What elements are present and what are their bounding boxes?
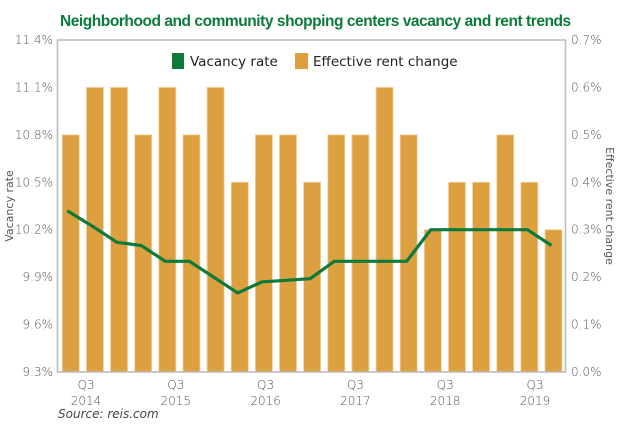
rent-change-bar [158, 87, 177, 373]
rent-change-bar [472, 181, 490, 373]
rent-change-bar [254, 134, 273, 373]
rent-change-bar [448, 181, 466, 373]
x-axis-tick-year: 2017 [340, 394, 371, 408]
right-axis-tick-label: 0.0% [571, 365, 602, 379]
left-axis-tick-label: 9.9% [23, 270, 54, 284]
legend: Vacancy rate Effective rent change [172, 53, 458, 70]
rent-change-bar [279, 134, 297, 373]
right-axis-tick-label: 0.3% [571, 223, 602, 237]
legend-swatch-effective-rent-change [295, 53, 308, 69]
x-axis-tick-quarter: Q3 [437, 378, 454, 392]
left-axis-tick-label: 11.1% [15, 80, 53, 94]
right-axis-tick-label: 0.2% [571, 270, 602, 284]
rent-change-bar [327, 134, 346, 373]
left-axis-tick-label: 11.4% [15, 33, 53, 47]
x-axis-tick-year: 2019 [520, 394, 551, 408]
left-axis-tick-label: 9.6% [23, 318, 54, 332]
rent-change-bar [61, 134, 80, 373]
left-axis-title: Vacancy rate [3, 170, 16, 242]
rent-change-bar [134, 134, 153, 373]
legend-swatch-vacancy-rate [172, 53, 184, 69]
chart-title: Neighborhood and community shopping cent… [60, 13, 571, 30]
x-axis-tick-quarter: Q3 [526, 378, 543, 392]
x-axis-tick-quarter: Q3 [257, 378, 274, 392]
left-axis-tick-label: 10.5% [15, 175, 53, 189]
left-axis-ticks: 11.4% 11.1% 10.8% 10.5% 10.2% 9.9% 9.6% 9.3% [15, 33, 53, 379]
x-axis-tick-quarter: Q3 [77, 378, 94, 392]
x-axis-tick-quarter: Q3 [167, 378, 184, 392]
rent-change-bar [230, 181, 249, 373]
legend-label-vacancy-rate: Vacancy rate [190, 54, 278, 70]
rent-change-bar [544, 229, 563, 373]
rent-change-bar [375, 87, 394, 373]
rent-change-bars [61, 87, 563, 373]
x-axis-tick-year: 2015 [161, 394, 192, 408]
plot-frame [56, 39, 567, 373]
source-note: Source: reis.com [58, 407, 159, 421]
rent-change-bar [110, 87, 128, 373]
rent-change-bar [206, 87, 225, 373]
right-axis-title: Effective rent change [603, 147, 616, 265]
right-axis-tick-label: 0.4% [571, 175, 602, 189]
left-axis-tick-label: 9.3% [23, 365, 54, 379]
legend-label-effective-rent-change: Effective rent change [313, 54, 458, 70]
right-axis-tick-label: 0.5% [571, 128, 602, 142]
right-axis-tick-label: 0.6% [571, 80, 602, 94]
x-axis-ticks: Q3 2014 Q3 2015 Q3 2016 Q3 2017 Q3 2018 Q3 2019 [71, 378, 551, 408]
x-axis-tick-quarter: Q3 [347, 378, 364, 392]
right-axis-ticks: 0.7% 0.6% 0.5% 0.4% 0.3% 0.2% 0.1% 0.0% [571, 33, 602, 379]
rent-change-bar [496, 134, 515, 373]
rent-change-bar [351, 134, 370, 373]
rent-change-bar [423, 229, 442, 373]
left-axis-tick-label: 10.2% [15, 223, 53, 237]
rent-change-bar [182, 134, 201, 373]
vacancy-rate-line [66, 209, 553, 295]
right-axis-tick-label: 0.7% [571, 33, 602, 47]
x-axis-tick-year: 2014 [71, 394, 102, 408]
x-axis-tick-year: 2018 [430, 394, 461, 408]
x-axis-tick-year: 2016 [250, 394, 281, 408]
right-axis-tick-label: 0.1% [571, 318, 602, 332]
left-axis-tick-label: 10.8% [15, 128, 53, 142]
rent-change-bar [520, 181, 539, 373]
